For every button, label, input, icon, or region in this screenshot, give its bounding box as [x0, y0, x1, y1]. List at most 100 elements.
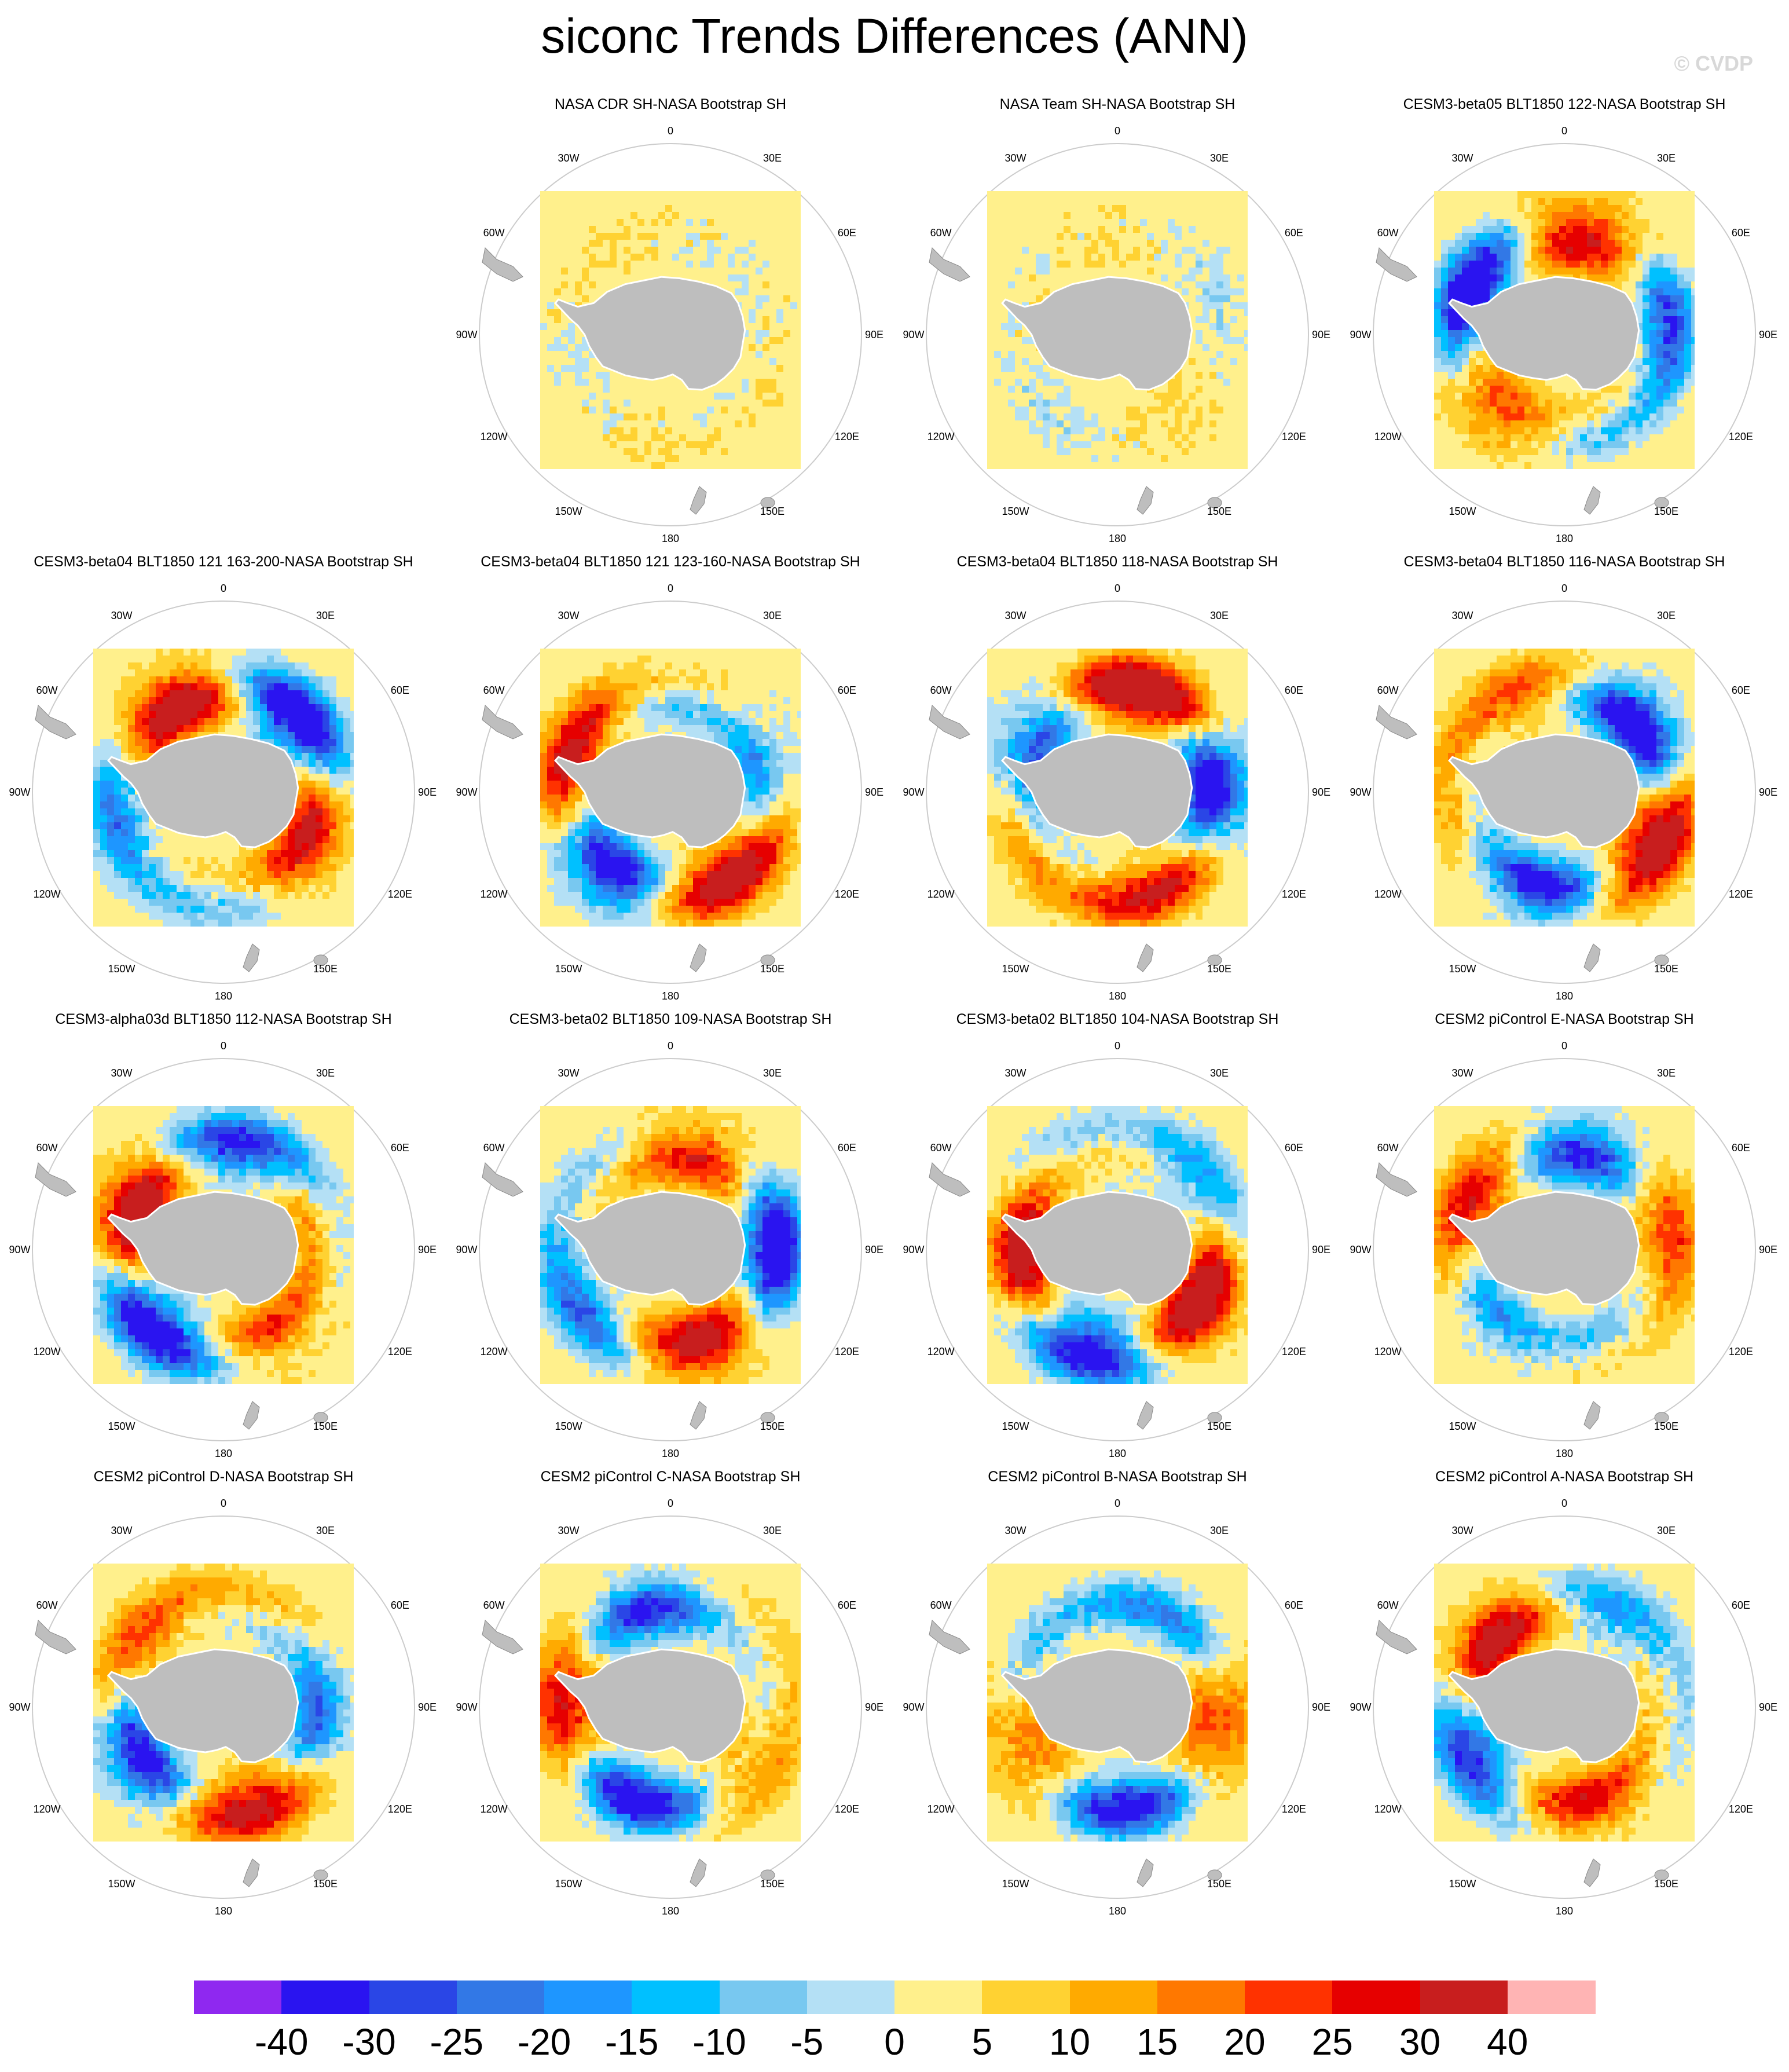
longitude-label: 180 [1109, 990, 1126, 1002]
longitude-label: 0 [1561, 1498, 1567, 1509]
longitude-label: 90E [1312, 1244, 1330, 1255]
new-zealand-landmass [1583, 1858, 1601, 1887]
colorbar-tick-label: -40 [255, 2021, 309, 2063]
tasmania-landmass [760, 954, 775, 966]
panel-title: CESM2 piControl E-NASA Bootstrap SH [1435, 1011, 1694, 1027]
longitude-label: 120W [1374, 1803, 1402, 1815]
longitude-label: 30E [763, 610, 782, 621]
new-zealand-landmass [243, 943, 260, 972]
colorbar-tick-label: -30 [342, 2021, 396, 2063]
longitude-label: 0 [1115, 1498, 1120, 1509]
new-zealand-landmass [1137, 943, 1154, 972]
longitude-label: 0 [1115, 583, 1120, 594]
panel-title: CESM3-alpha03d BLT1850 112-NASA Bootstra… [55, 1011, 392, 1027]
longitude-label: 120E [1282, 888, 1306, 900]
longitude-label: 90W [903, 786, 924, 798]
map-panel: NASA Team SH-NASA Bootstrap SH 0 30E 60E 90E… [894, 93, 1341, 550]
longitude-label: 120E [1729, 1803, 1753, 1815]
antarctica-landmass [554, 1191, 746, 1306]
longitude-label: 150E [760, 963, 784, 975]
longitude-label: 90W [9, 1701, 30, 1713]
south-america-landmass [482, 247, 523, 282]
tasmania-landmass [1207, 1869, 1222, 1881]
longitude-label: 150E [1654, 1421, 1678, 1432]
longitude-label: 150E [1207, 1878, 1231, 1890]
longitude-label: 150W [1449, 1878, 1476, 1890]
colorbar-tick-label: -20 [517, 2021, 571, 2063]
south-america-landmass [35, 1162, 76, 1197]
longitude-label: 150E [760, 1878, 784, 1890]
longitude-label: 120E [388, 888, 412, 900]
antarctica-landmass [107, 1191, 299, 1306]
longitude-label: 150E [1654, 506, 1678, 517]
south-america-landmass [35, 704, 76, 740]
colorbar-swatch [1069, 1981, 1158, 2014]
longitude-label: 0 [1561, 125, 1567, 137]
longitude-label: 150E [313, 963, 338, 975]
map-panel: CESM2 piControl D-NASA Bootstrap SH 0 30E 6… [0, 1465, 447, 1923]
new-zealand-landmass [1137, 1401, 1154, 1430]
longitude-label: 30E [1210, 152, 1229, 164]
longitude-label: 30W [1451, 1525, 1473, 1536]
longitude-label: 180 [1556, 533, 1573, 544]
longitude-label: 120W [928, 1346, 955, 1357]
longitude-label: 30W [1005, 152, 1026, 164]
longitude-label: 30W [111, 1525, 132, 1536]
map-panel: CESM2 piControl A-NASA Bootstrap SH 0 30E 6… [1341, 1465, 1788, 1923]
antarctica-landmass [554, 276, 746, 391]
longitude-label: 30E [763, 1525, 782, 1536]
longitude-label: 150W [1002, 506, 1029, 517]
tasmania-landmass [760, 1869, 775, 1881]
new-zealand-landmass [690, 943, 707, 972]
longitude-label: 120W [481, 431, 508, 442]
longitude-label: 60E [1285, 684, 1303, 696]
longitude-label: 60E [1732, 684, 1750, 696]
map-panel: CESM3-beta05 BLT1850 122-NASA Bootstrap … [1341, 93, 1788, 550]
map-panel: CESM3-alpha03d BLT1850 112-NASA Bootstra… [0, 1008, 447, 1465]
longitude-label: 0 [668, 125, 673, 137]
longitude-label: 30E [1210, 610, 1229, 621]
panel-title: CESM3-beta05 BLT1850 122-NASA Bootstrap … [1403, 96, 1726, 112]
longitude-label: 150W [108, 963, 135, 975]
longitude-label: 60W [483, 1142, 505, 1154]
south-america-landmass [482, 1619, 523, 1654]
longitude-label: 30E [1210, 1067, 1229, 1079]
longitude-label: 30E [1657, 1067, 1676, 1079]
longitude-label: 60E [391, 1142, 409, 1154]
tasmania-landmass [313, 1412, 328, 1423]
longitude-label: 120E [835, 431, 859, 442]
longitude-label: 60W [36, 684, 58, 696]
longitude-label: 150E [1207, 1421, 1231, 1432]
longitude-label: 120E [835, 1346, 859, 1357]
longitude-label: 30W [1451, 1067, 1473, 1079]
longitude-label: 150W [555, 1421, 582, 1432]
antarctica-landmass [1001, 1191, 1193, 1306]
colorbar-swatch [1420, 1981, 1508, 2014]
longitude-label: 120W [481, 888, 508, 900]
colorbar-swatch [1245, 1981, 1333, 2014]
longitude-label: 90W [456, 1244, 477, 1255]
longitude-label: 120E [1729, 888, 1753, 900]
longitude-label: 180 [1556, 1905, 1573, 1917]
longitude-label: 90W [456, 1701, 477, 1713]
longitude-label: 180 [1556, 1448, 1573, 1459]
longitude-label: 60W [36, 1142, 58, 1154]
longitude-label: 120W [481, 1803, 508, 1815]
antarctica-landmass [1001, 1648, 1193, 1763]
south-america-landmass [35, 1619, 76, 1654]
longitude-label: 120E [1729, 1346, 1753, 1357]
longitude-label: 120E [1282, 1346, 1306, 1357]
polar-map: 0 30E 60E 90E 120E 150E 180 150W 120W 90W 60W 30W [9, 1498, 437, 1917]
longitude-label: 30W [558, 610, 579, 621]
polar-map: 0 30E 60E 90E 120E 150E 180 150W 120W 90W 60W 30W [9, 1040, 437, 1459]
new-zealand-landmass [690, 486, 707, 515]
longitude-label: 90E [1759, 1244, 1777, 1255]
map-panel: CESM3-beta04 BLT1850 116-NASA Bootstrap … [1341, 550, 1788, 1008]
longitude-label: 150W [108, 1421, 135, 1432]
colorbar-swatch [544, 1981, 632, 2014]
longitude-label: 180 [1109, 533, 1126, 544]
colorbar-tick-label: 10 [1049, 2021, 1091, 2063]
longitude-label: 180 [1556, 990, 1573, 1002]
longitude-label: 120W [1374, 1346, 1402, 1357]
longitude-label: 90E [418, 786, 437, 798]
